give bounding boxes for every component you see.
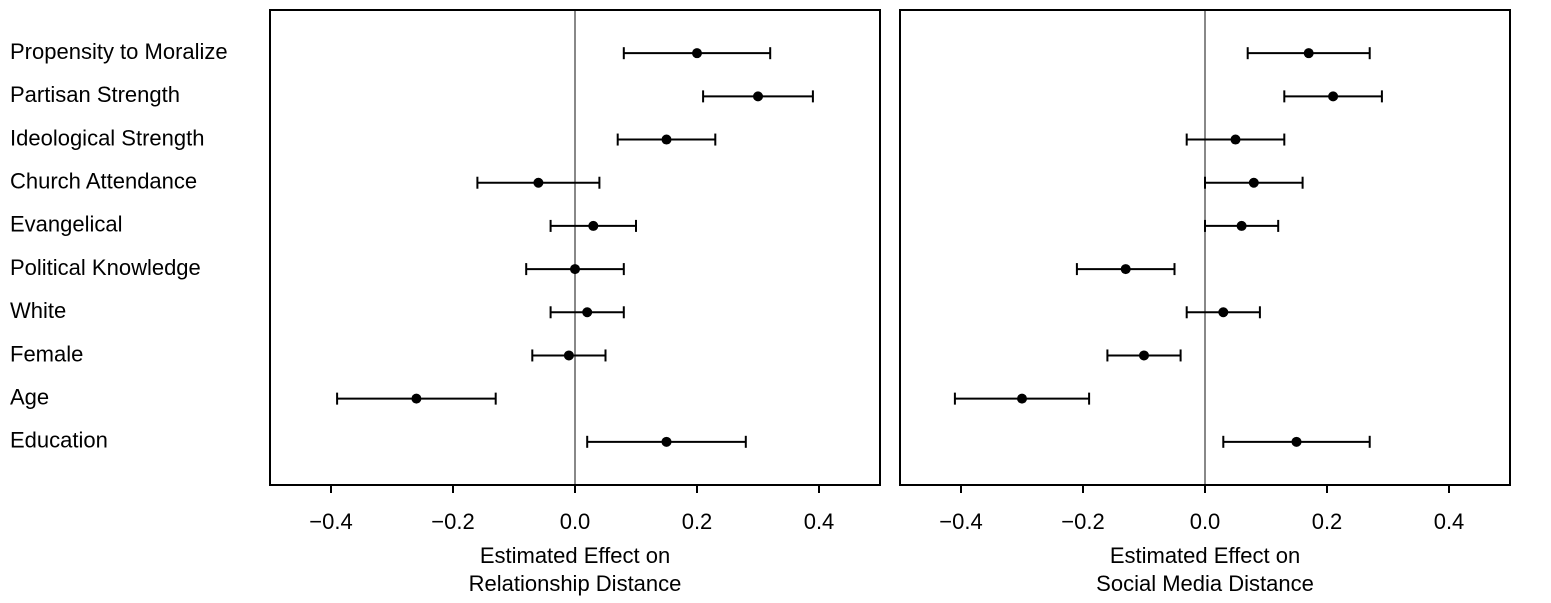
category-label: Education <box>10 428 108 453</box>
point-estimate <box>1304 48 1314 58</box>
x-tick-label: 0.0 <box>1190 509 1221 534</box>
category-label: Partisan Strength <box>10 82 180 107</box>
point-estimate <box>1237 221 1247 231</box>
point-estimate <box>1231 135 1241 145</box>
point-estimate <box>564 350 574 360</box>
point-estimate <box>662 135 672 145</box>
dotwhisker-figure: Propensity to Moralize Partisan Strength I… <box>0 0 1551 603</box>
x-tick-label: 0.2 <box>682 509 713 534</box>
point-estimate <box>411 394 421 404</box>
x-tick-label: 0.4 <box>1434 509 1465 534</box>
category-label: Ideological Strength <box>10 125 204 150</box>
category-label: Political Knowledge <box>10 255 201 280</box>
x-tick-label: −0.4 <box>939 509 982 534</box>
point-estimate <box>1292 437 1302 447</box>
point-estimate <box>1121 264 1131 274</box>
x-axis-label: Social Media Distance <box>1096 571 1314 596</box>
point-estimate <box>1218 307 1228 317</box>
category-label: Evangelical <box>10 212 123 237</box>
category-label: Age <box>10 384 49 409</box>
x-tick-label: 0.2 <box>1312 509 1343 534</box>
point-estimate <box>662 437 672 447</box>
point-estimate <box>588 221 598 231</box>
x-tick-label: −0.4 <box>309 509 352 534</box>
point-estimate <box>692 48 702 58</box>
category-label: White <box>10 298 66 323</box>
point-estimate <box>1017 394 1027 404</box>
point-estimate <box>1249 178 1259 188</box>
point-estimate <box>753 91 763 101</box>
x-axis-label: Relationship Distance <box>469 571 682 596</box>
x-tick-label: 0.0 <box>560 509 591 534</box>
point-estimate <box>582 307 592 317</box>
point-estimate <box>1139 350 1149 360</box>
x-tick-label: −0.2 <box>431 509 474 534</box>
x-tick-label: −0.2 <box>1061 509 1104 534</box>
point-estimate <box>1328 91 1338 101</box>
x-tick-label: 0.4 <box>804 509 835 534</box>
x-axis-label: Estimated Effect on <box>480 543 670 568</box>
x-axis-label: Estimated Effect on <box>1110 543 1300 568</box>
category-label: Propensity to Moralize <box>10 39 228 64</box>
point-estimate <box>570 264 580 274</box>
category-label: Church Attendance <box>10 169 197 194</box>
point-estimate <box>533 178 543 188</box>
category-label: Female <box>10 341 83 366</box>
